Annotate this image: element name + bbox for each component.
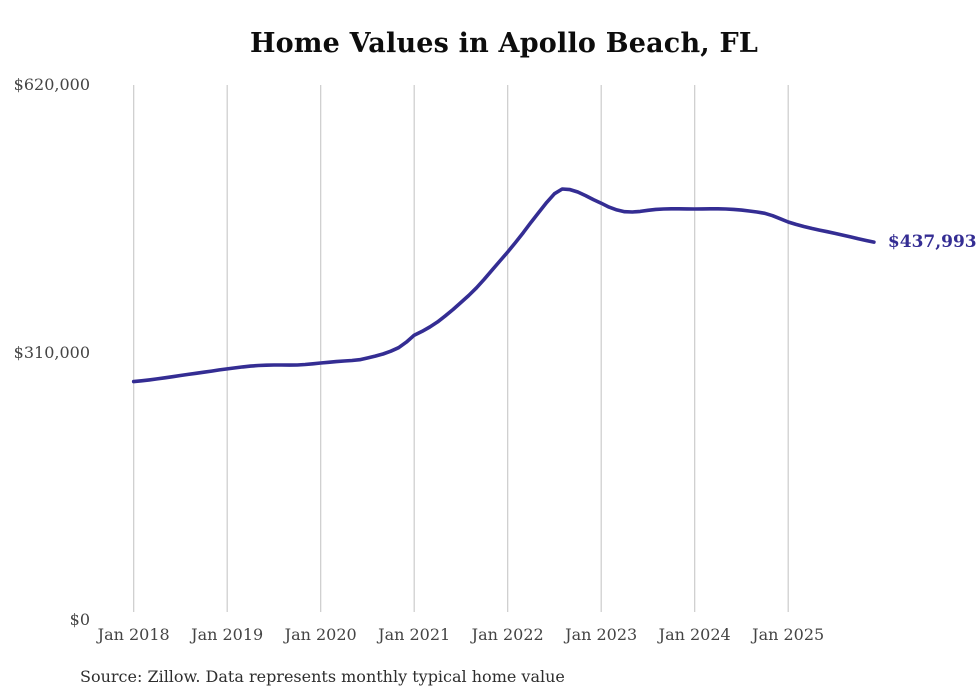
x-tick-label: Jan 2019 (191, 625, 264, 644)
home-value-line (131, 187, 876, 384)
chart-title: Home Values in Apollo Beach, FL (249, 28, 759, 59)
x-tick-label: Jan 2018 (97, 625, 170, 644)
x-tick-label: Jan 2023 (565, 625, 638, 644)
y-tick-label: $0 (69, 610, 90, 629)
source-note: Source: Zillow. Data represents monthly … (80, 667, 565, 686)
y-tick-label: $310,000 (13, 342, 90, 362)
x-tick-label: Jan 2024 (658, 625, 731, 644)
current-value-label: $437,993 (887, 232, 977, 253)
x-tick-label: Jan 2020 (284, 625, 357, 644)
x-tick-label: Jan 2022 (471, 625, 544, 644)
x-tick-label: Jan 2025 (752, 625, 825, 644)
y-tick-label: $620,000 (13, 75, 90, 94)
x-tick-label: Jan 2021 (378, 625, 451, 644)
